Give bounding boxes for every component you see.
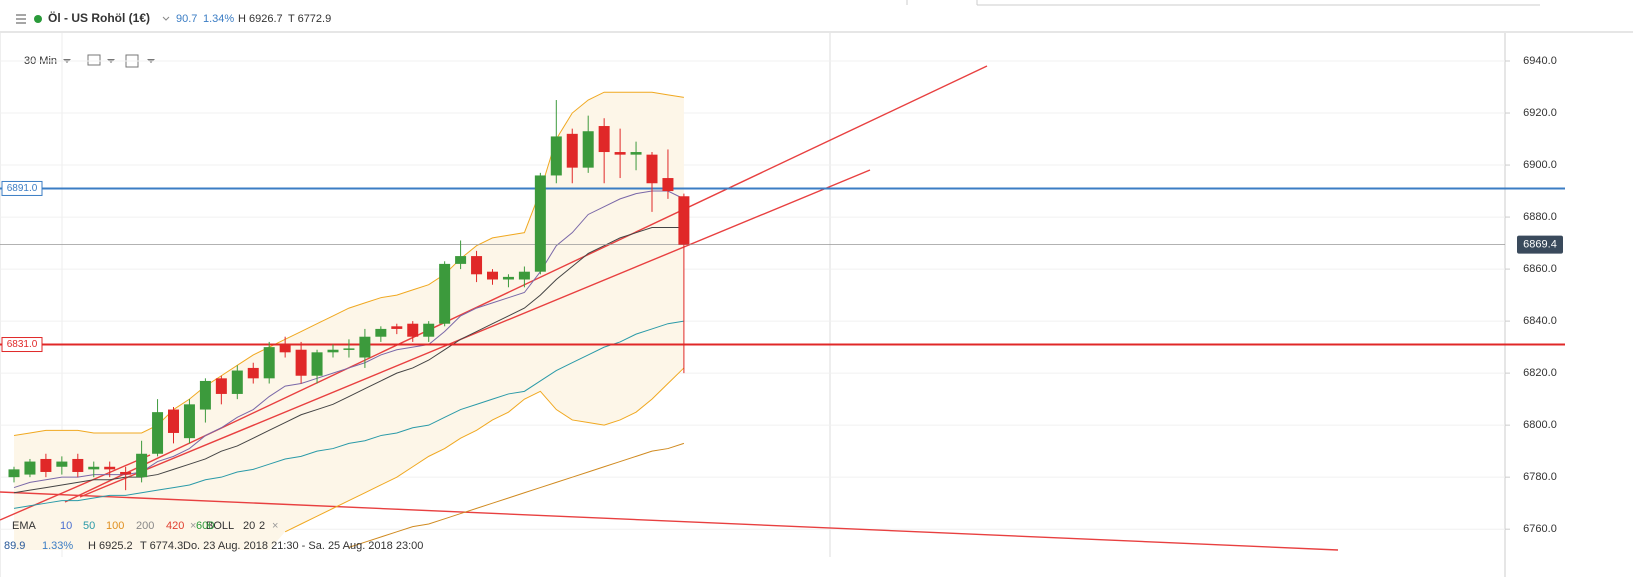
header-low: T 6772.9 (288, 13, 331, 25)
level-label-box (1, 180, 43, 196)
y-tick-label: 6940.0 (1523, 55, 1557, 67)
indicator-line (348, 442, 685, 548)
candle-body (662, 178, 674, 192)
ema-period: 420 (166, 520, 184, 532)
ema-remove[interactable]: × (190, 520, 196, 532)
trend-line (0, 454, 151, 521)
footer-low: T 6774.3 (140, 540, 183, 552)
last-price-label: 6869.4 (1523, 239, 1557, 251)
y-tick-label: 6760.0 (1523, 523, 1557, 535)
candle-body (56, 461, 68, 467)
candle-body (359, 336, 371, 358)
footer-high: H 6925.2 (88, 540, 133, 552)
menu-icon[interactable] (16, 14, 26, 24)
instrument-caret[interactable] (162, 16, 170, 21)
candle-body (247, 367, 259, 379)
candle-body (646, 154, 658, 184)
header-change-pct: 1.34% (203, 13, 234, 25)
y-tick-label: 6800.0 (1523, 419, 1557, 431)
candle-body (439, 263, 451, 324)
candle-body (295, 349, 307, 376)
plot-area (0, 60, 1565, 551)
candle-body (136, 453, 148, 478)
indicator-line (13, 91, 684, 437)
bollinger-fill (14, 92, 684, 550)
candle-body (678, 196, 690, 245)
instrument-name[interactable]: Öl - US Rohöl (1€) (48, 10, 150, 25)
trend-line (0, 491, 1339, 551)
last-price-box (1517, 235, 1563, 254)
candle-body (343, 348, 355, 350)
chart-type-icon[interactable] (87, 54, 101, 66)
candle-body (407, 323, 419, 337)
footer-change-pct: 1.33% (42, 540, 73, 552)
status-dot (34, 15, 42, 23)
ema-label: EMA (12, 520, 37, 532)
candle-body (88, 466, 100, 470)
boll-dev: 2 (259, 520, 265, 532)
candle-body (630, 152, 642, 155)
candle-body (215, 378, 227, 394)
y-tick-label: 6780.0 (1523, 471, 1557, 483)
footer-range: Do. 23 Aug. 2018 21:30 - Sa. 25 Aug. 201… (183, 540, 423, 552)
y-tick-label: 6840.0 (1523, 315, 1557, 327)
ema-period: 10 (60, 520, 72, 532)
level-label: 6831.0 (7, 339, 38, 350)
level-label-box (1, 337, 43, 353)
y-tick-label: 6820.0 (1523, 367, 1557, 379)
indicator-line (13, 320, 684, 509)
candle-body (72, 458, 84, 472)
y-tick-label: 6900.0 (1523, 159, 1557, 171)
candle-body (582, 131, 594, 168)
header-high: H 6926.7 (238, 13, 283, 25)
candle-body (614, 152, 626, 155)
candle-body (168, 409, 179, 433)
trend-line (79, 169, 871, 498)
candle-body (471, 256, 483, 275)
candle-body (8, 469, 20, 478)
candle-body (279, 344, 291, 353)
ema-period: 600 (196, 520, 214, 532)
candle-body (391, 326, 403, 329)
candle-body (104, 466, 116, 470)
candle-body (311, 352, 323, 376)
candle-body (40, 458, 52, 472)
candle-body (518, 271, 530, 280)
candle-body (534, 175, 546, 272)
indicator-line (284, 367, 685, 533)
candle-body (152, 412, 164, 454)
candle-body (423, 323, 435, 337)
candle-body (199, 380, 211, 410)
y-tick-label: 6860.0 (1523, 263, 1557, 275)
candle-body (231, 370, 243, 394)
candle-body (598, 126, 610, 153)
annotation-layer: 6891.0 6831.0 (1, 180, 43, 353)
level-label: 6891.0 (7, 183, 38, 194)
candle-body (455, 256, 467, 264)
candle-body (263, 347, 275, 379)
candle-body (487, 271, 498, 280)
boll-label: BOLL (206, 520, 234, 532)
ema-period: 100 (106, 520, 124, 532)
candle-body (550, 136, 562, 176)
candle-body (24, 461, 36, 475)
trend-line (64, 65, 988, 503)
candle-body (375, 328, 387, 337)
header-change: 90.7 (176, 13, 197, 25)
y-tick-label: 6920.0 (1523, 107, 1557, 119)
candle-body (327, 349, 339, 353)
candle-body (566, 133, 578, 168)
ema-period: 50 (83, 520, 95, 532)
boll-remove[interactable]: × (272, 520, 278, 532)
footer-change: 89.9 (4, 540, 25, 552)
candle-body (183, 404, 195, 439)
candle-body (502, 276, 514, 280)
candle-body (120, 471, 132, 475)
boll-period: 20 (243, 520, 255, 532)
ema-period: 200 (136, 520, 154, 532)
y-tick-label: 6880.0 (1523, 211, 1557, 223)
